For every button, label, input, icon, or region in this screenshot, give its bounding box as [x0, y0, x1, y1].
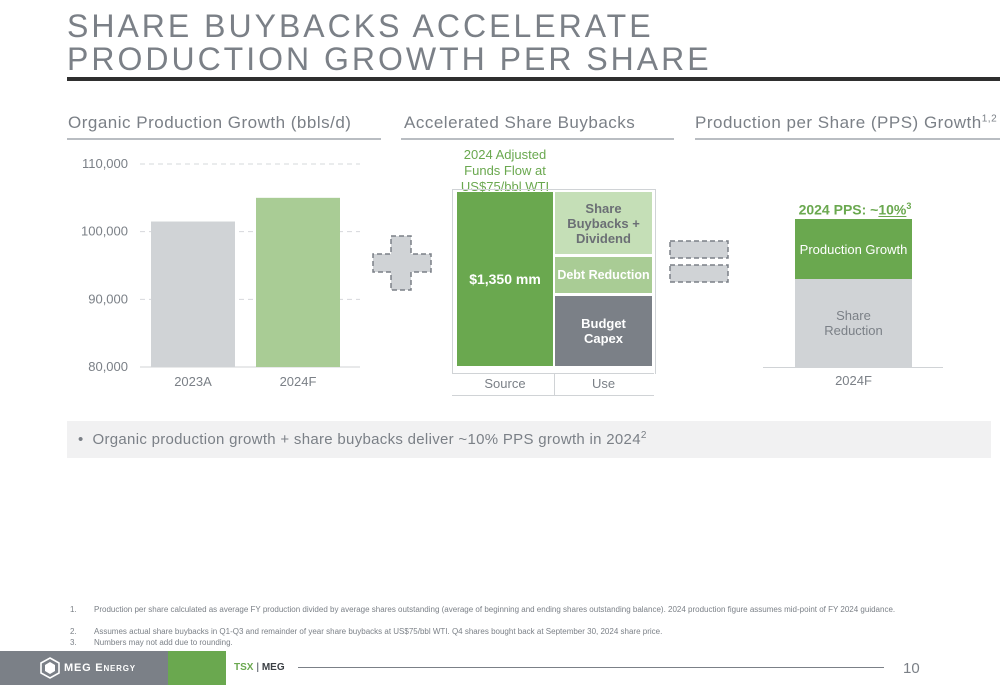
- organic-production-chart: 80,000 90,000 100,000 110,000 2023A 2024F: [81, 156, 360, 389]
- footer-ticker: TSX | MEG: [234, 662, 285, 673]
- y-tick-label: 80,000: [88, 359, 128, 374]
- meg-logo-text: MEG Energy: [64, 662, 136, 674]
- pps-heading: Production per Share (PPS) Growth1,2: [695, 113, 998, 132]
- footnote-2: 2. Assumes actual share buybacks in Q1-Q3…: [70, 627, 663, 636]
- y-tick-label: 100,000: [81, 224, 128, 239]
- source-label: Source: [484, 376, 526, 391]
- footnote-1: 1. Production per share calculated as ave…: [70, 605, 896, 614]
- source-use-axis: [452, 373, 654, 374]
- equals-icon: [669, 240, 729, 283]
- page-title: SHARE BUYBACKS ACCELERATE PRODUCTION GRO…: [67, 8, 712, 77]
- production-growth-segment: Production Growth: [795, 219, 912, 279]
- footer-logo-panel: [0, 651, 168, 685]
- bar-2024F: [256, 197, 340, 367]
- source-use-bottom: [452, 395, 654, 396]
- y-tick-label: 110,000: [82, 156, 128, 171]
- footnote-3: 3. Numbers may not add due to rounding.: [70, 638, 233, 647]
- bar-2023A: [151, 221, 235, 367]
- pps-axis: [763, 367, 943, 368]
- use-label: Use: [591, 376, 616, 391]
- y-tick-label: 90,000: [88, 291, 128, 306]
- footer-green-block: [168, 651, 226, 685]
- bullet-text: • Organic production growth + share buyb…: [78, 430, 647, 448]
- pps-headline: 2024 PPS: ~10%3: [798, 201, 912, 218]
- share-reduction-segment: Share Reduction: [795, 279, 912, 367]
- organic-heading-rule: [67, 138, 381, 140]
- budget-capex-box: Budget Capex: [555, 296, 652, 366]
- x-tick-label: 2023A: [174, 374, 212, 389]
- source-use-divider: [554, 373, 555, 395]
- buybacks-heading: Accelerated Share Buybacks: [404, 113, 636, 132]
- footer-rule: [298, 667, 884, 668]
- debt-reduction-box: Debt Reduction: [555, 257, 652, 293]
- bullet-banner: [67, 421, 991, 458]
- pps-category-label: 2024F: [835, 373, 872, 388]
- buybacks-heading-rule: [401, 138, 674, 140]
- adjusted-ffo-label: 2024 Adjusted Funds Flow at US$75/bbl WT…: [460, 147, 550, 194]
- pps-heading-rule: [695, 138, 1000, 140]
- organic-heading: Organic Production Growth (bbls/d): [68, 113, 352, 132]
- source-use-frame: [452, 189, 656, 374]
- x-tick-label: 2024F: [280, 374, 317, 389]
- meg-logo-icon: [40, 657, 60, 679]
- title-divider: [67, 77, 1000, 81]
- page-number: 10: [903, 660, 920, 677]
- share-buybacks-box: Share Buybacks + Dividend: [555, 192, 652, 254]
- source-value-box: $1,350 mm: [457, 192, 553, 366]
- plus-icon: [372, 235, 432, 291]
